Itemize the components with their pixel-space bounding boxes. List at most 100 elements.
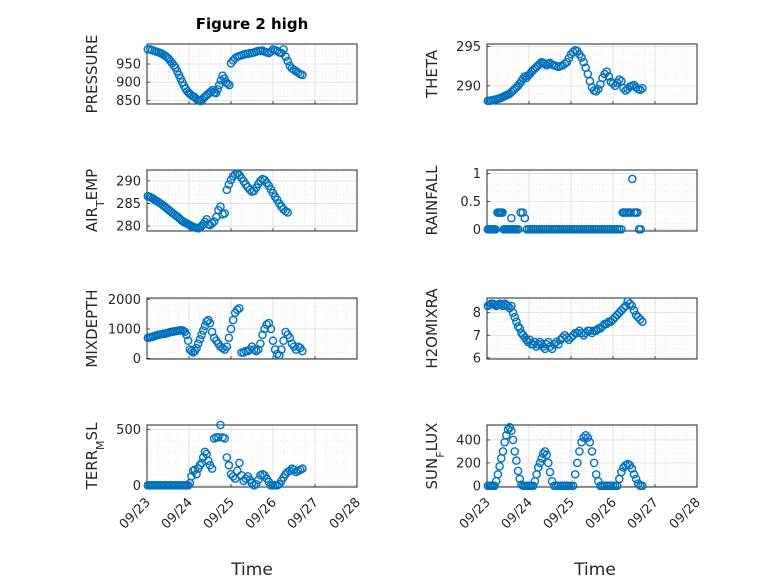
- y-tick-label: 1000: [108, 322, 141, 337]
- data-point: [625, 299, 635, 308]
- data-point: [183, 481, 193, 490]
- data-point: [256, 339, 265, 348]
- data-point: [204, 456, 213, 466]
- data-point: [195, 460, 205, 470]
- data-point: [602, 67, 612, 76]
- x-tick-label: 09/25: [201, 495, 238, 532]
- data-point: [235, 304, 244, 313]
- data-point: [298, 464, 307, 473]
- data-point: [183, 336, 193, 346]
- data-point: [235, 458, 244, 468]
- data-point: [283, 208, 293, 217]
- data-point: [226, 324, 236, 334]
- data-point: [192, 343, 201, 353]
- data-point: [589, 458, 599, 468]
- data-point: [627, 301, 637, 311]
- data-point: [268, 336, 278, 346]
- x-tick-label: 09/26: [583, 495, 620, 532]
- data-point: [200, 447, 210, 457]
- data-point: [193, 339, 203, 348]
- data-point: [225, 80, 234, 90]
- y-tick-label: 0: [473, 223, 481, 238]
- x-axis-label-right: Time: [573, 560, 616, 580]
- data-point: [591, 87, 601, 96]
- data-point: [577, 437, 586, 447]
- data-point: [617, 225, 626, 234]
- data-point: [251, 346, 261, 356]
- data-point: [608, 79, 618, 88]
- axes-frame: [486, 43, 698, 105]
- x-tick-label: 09/26: [243, 495, 280, 532]
- subplot-1: 850 900 950 PRESSURE: [83, 35, 358, 113]
- data-point: [222, 453, 232, 462]
- data-point: [198, 326, 208, 335]
- data-point: [507, 426, 516, 436]
- data-point: [636, 85, 645, 95]
- data-point: [522, 335, 531, 345]
- y-axis-label: THETA: [423, 49, 441, 99]
- data-point: [638, 481, 647, 491]
- y-tick-label: 295: [456, 40, 481, 55]
- data-point: [205, 318, 215, 328]
- data-point: [253, 475, 263, 485]
- y-tick-label: 900: [116, 76, 141, 91]
- x-axis-label-left: Time: [230, 560, 273, 580]
- axes-frame: [486, 169, 698, 232]
- data-point: [192, 469, 201, 479]
- data-point: [513, 321, 523, 331]
- data-point: [533, 463, 543, 472]
- data-point: [232, 305, 242, 315]
- y-tick-label: 280: [116, 220, 141, 235]
- y-tick-label: 0: [133, 479, 141, 494]
- data-point: [619, 303, 628, 313]
- data-point: [498, 208, 507, 217]
- data-point: [216, 420, 225, 430]
- data-point: [638, 317, 647, 327]
- data-point: [585, 326, 595, 336]
- data-point: [182, 330, 191, 340]
- y-tick-label: 500: [116, 423, 141, 438]
- data-point: [513, 225, 523, 234]
- data-point: [222, 185, 232, 195]
- data-point: [228, 472, 238, 481]
- data-point: [636, 315, 645, 324]
- figure-title: Figure 2 high: [196, 15, 309, 33]
- data-point: [547, 344, 557, 354]
- subplot-3: 280 285 290 AIRTEMP: [83, 169, 358, 235]
- data-point: [281, 206, 290, 216]
- data-point: [209, 217, 219, 226]
- x-tick-label: 09/25: [541, 495, 578, 532]
- data-point: [602, 319, 612, 329]
- x-tick-label: 09/23: [117, 495, 154, 532]
- axes-frame: [146, 43, 358, 105]
- x-tick-label: 09/24: [499, 495, 536, 532]
- data-point: [222, 342, 232, 351]
- data-point: [224, 460, 234, 470]
- data-point: [249, 345, 259, 354]
- data-point: [585, 437, 595, 447]
- data-point: [214, 432, 223, 442]
- axes-frame: [146, 297, 358, 360]
- subplot-5: 0 1000 2000 MIXDEPTH: [83, 289, 358, 368]
- data-point: [600, 69, 609, 79]
- data-point: [520, 213, 530, 223]
- data-point: [213, 85, 222, 94]
- data-point: [187, 472, 196, 481]
- data-point: [629, 470, 639, 479]
- data-point: [627, 464, 637, 473]
- y-axis-label: SUNFLUX: [423, 423, 447, 490]
- data-point: [604, 72, 614, 81]
- data-point: [218, 343, 227, 353]
- y-tick-label: 850: [116, 94, 141, 109]
- y-axis-label: MIXDEPTH: [83, 289, 101, 367]
- data-point: [508, 435, 518, 445]
- y-tick-label: 290: [456, 79, 481, 94]
- data-point: [266, 324, 276, 334]
- data-point: [587, 328, 597, 338]
- data-point: [545, 467, 555, 477]
- data-point: [587, 447, 597, 456]
- data-point: [260, 324, 269, 334]
- data-point: [283, 56, 293, 66]
- data-point: [510, 447, 520, 456]
